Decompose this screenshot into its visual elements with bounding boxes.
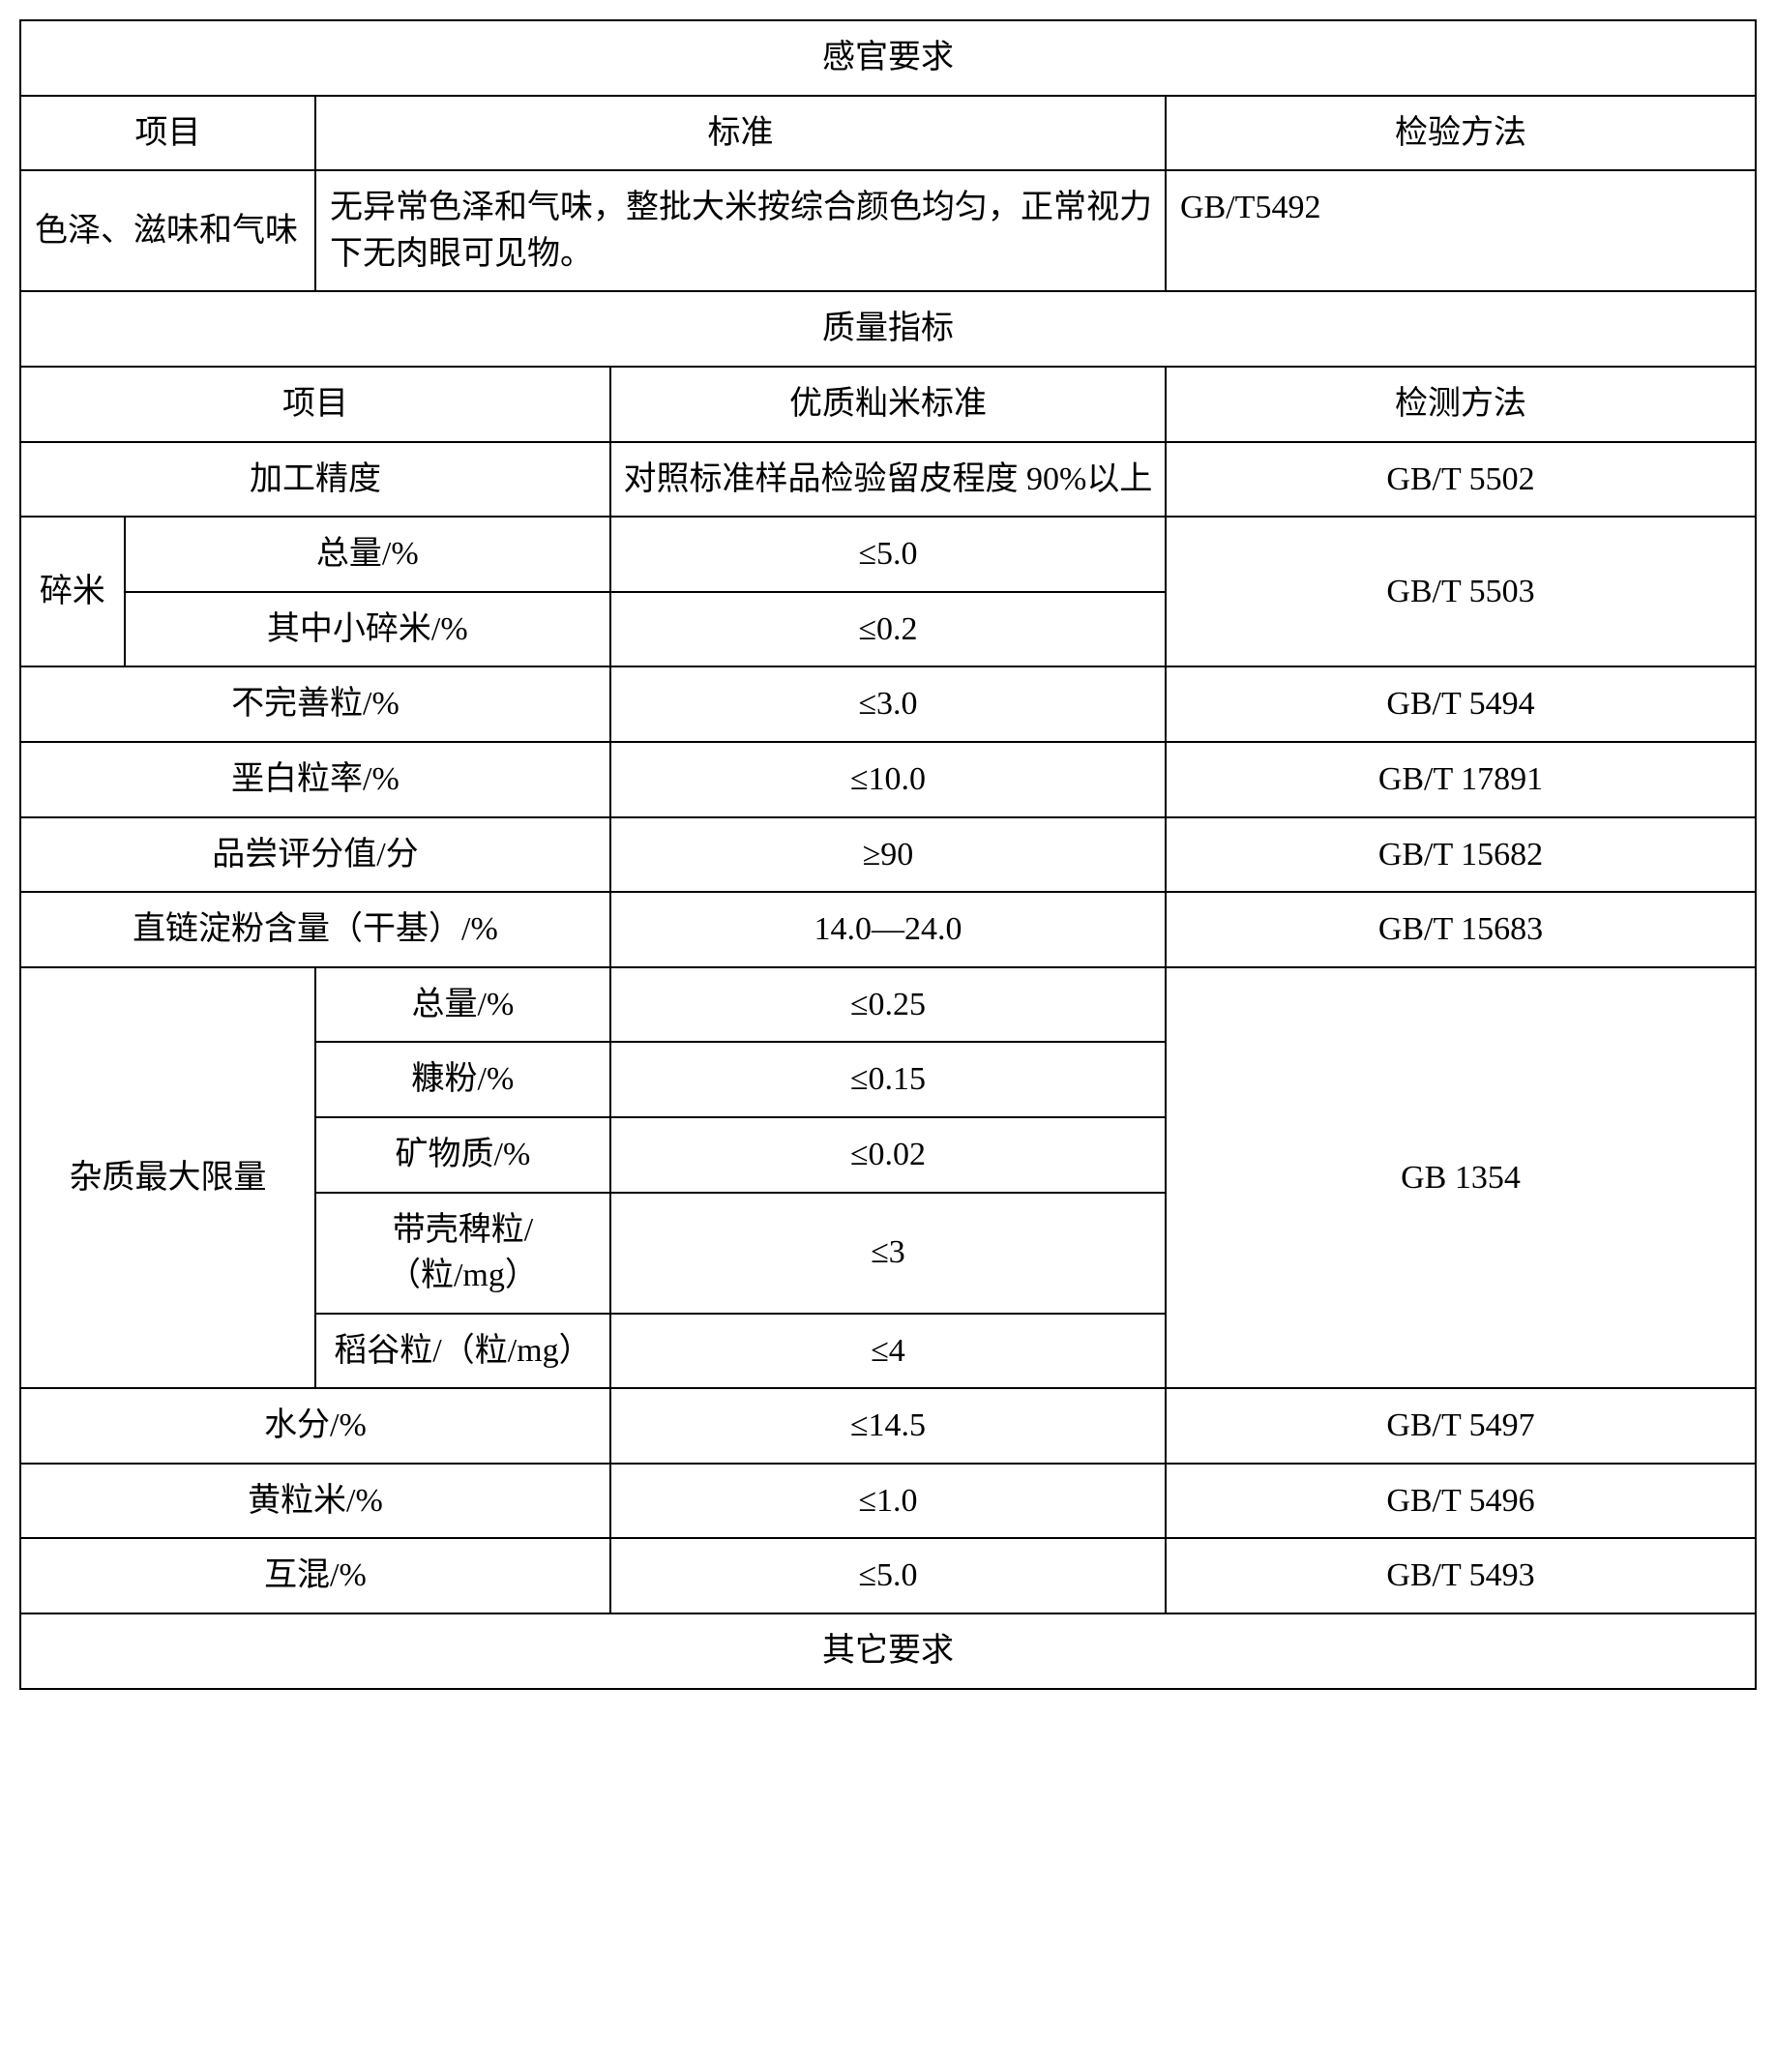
mixing-label: 互混/% — [20, 1538, 610, 1613]
section3-title: 其它要求 — [20, 1613, 1756, 1689]
s1-row1-method: GB/T5492 — [1166, 170, 1756, 291]
amylose-label: 直链淀粉含量（干基）/% — [20, 892, 610, 967]
moisture-label: 水分/% — [20, 1388, 610, 1464]
impurity-r4-value: ≤4 — [610, 1314, 1166, 1389]
s2-header-method: 检测方法 — [1166, 367, 1756, 442]
yellow-label: 黄粒米/% — [20, 1464, 610, 1539]
s1-header-item: 项目 — [20, 96, 315, 171]
chalky-method: GB/T 17891 — [1166, 742, 1756, 817]
yellow-value: ≤1.0 — [610, 1464, 1166, 1539]
amylose-method: GB/T 15683 — [1166, 892, 1756, 967]
impurity-r3-label: 带壳稗粒/（粒/mg） — [315, 1193, 610, 1314]
amylose-value: 14.0—24.0 — [610, 892, 1166, 967]
imperfect-value: ≤3.0 — [610, 666, 1166, 742]
impurity-method: GB 1354 — [1166, 967, 1756, 1389]
taste-method: GB/T 15682 — [1166, 817, 1756, 893]
impurity-r2-label: 矿物质/% — [315, 1117, 610, 1193]
chalky-value: ≤10.0 — [610, 742, 1166, 817]
s2-header-item: 项目 — [20, 367, 610, 442]
chalky-label: 垩白粒率/% — [20, 742, 610, 817]
impurity-r0-value: ≤0.25 — [610, 967, 1166, 1043]
broken-small-label: 其中小碎米/% — [125, 592, 610, 667]
s1-header-method: 检验方法 — [1166, 96, 1756, 171]
moisture-value: ≤14.5 — [610, 1388, 1166, 1464]
processing-label: 加工精度 — [20, 442, 610, 518]
processing-value: 对照标准样品检验留皮程度 90%以上 — [610, 442, 1166, 518]
s1-row1-standard: 无异常色泽和气味，整批大米按综合颜色均匀，正常视力下无肉眼可见物。 — [315, 170, 1166, 291]
taste-label: 品尝评分值/分 — [20, 817, 610, 893]
broken-total-label: 总量/% — [125, 517, 610, 592]
impurity-r0-label: 总量/% — [315, 967, 610, 1043]
broken-group-label: 碎米 — [20, 517, 125, 666]
broken-small-value: ≤0.2 — [610, 592, 1166, 667]
processing-method: GB/T 5502 — [1166, 442, 1756, 518]
impurity-r3-value: ≤3 — [610, 1193, 1166, 1314]
impurity-r1-label: 糠粉/% — [315, 1042, 610, 1117]
spec-table: 感官要求 项目 标准 检验方法 色泽、滋味和气味 无异常色泽和气味，整批大米按综… — [19, 19, 1757, 1690]
section1-title: 感官要求 — [20, 20, 1756, 96]
impurity-r2-value: ≤0.02 — [610, 1117, 1166, 1193]
mixing-method: GB/T 5493 — [1166, 1538, 1756, 1613]
imperfect-label: 不完善粒/% — [20, 666, 610, 742]
broken-method: GB/T 5503 — [1166, 517, 1756, 666]
broken-total-value: ≤5.0 — [610, 517, 1166, 592]
s1-row1-item: 色泽、滋味和气味 — [20, 170, 315, 291]
yellow-method: GB/T 5496 — [1166, 1464, 1756, 1539]
impurity-r4-label: 稻谷粒/（粒/mg） — [315, 1314, 610, 1389]
taste-value: ≥90 — [610, 817, 1166, 893]
section2-title: 质量指标 — [20, 291, 1756, 367]
mixing-value: ≤5.0 — [610, 1538, 1166, 1613]
s1-header-standard: 标准 — [315, 96, 1166, 171]
impurity-group-label: 杂质最大限量 — [20, 967, 315, 1389]
imperfect-method: GB/T 5494 — [1166, 666, 1756, 742]
moisture-method: GB/T 5497 — [1166, 1388, 1756, 1464]
s2-header-standard: 优质籼米标准 — [610, 367, 1166, 442]
impurity-r1-value: ≤0.15 — [610, 1042, 1166, 1117]
